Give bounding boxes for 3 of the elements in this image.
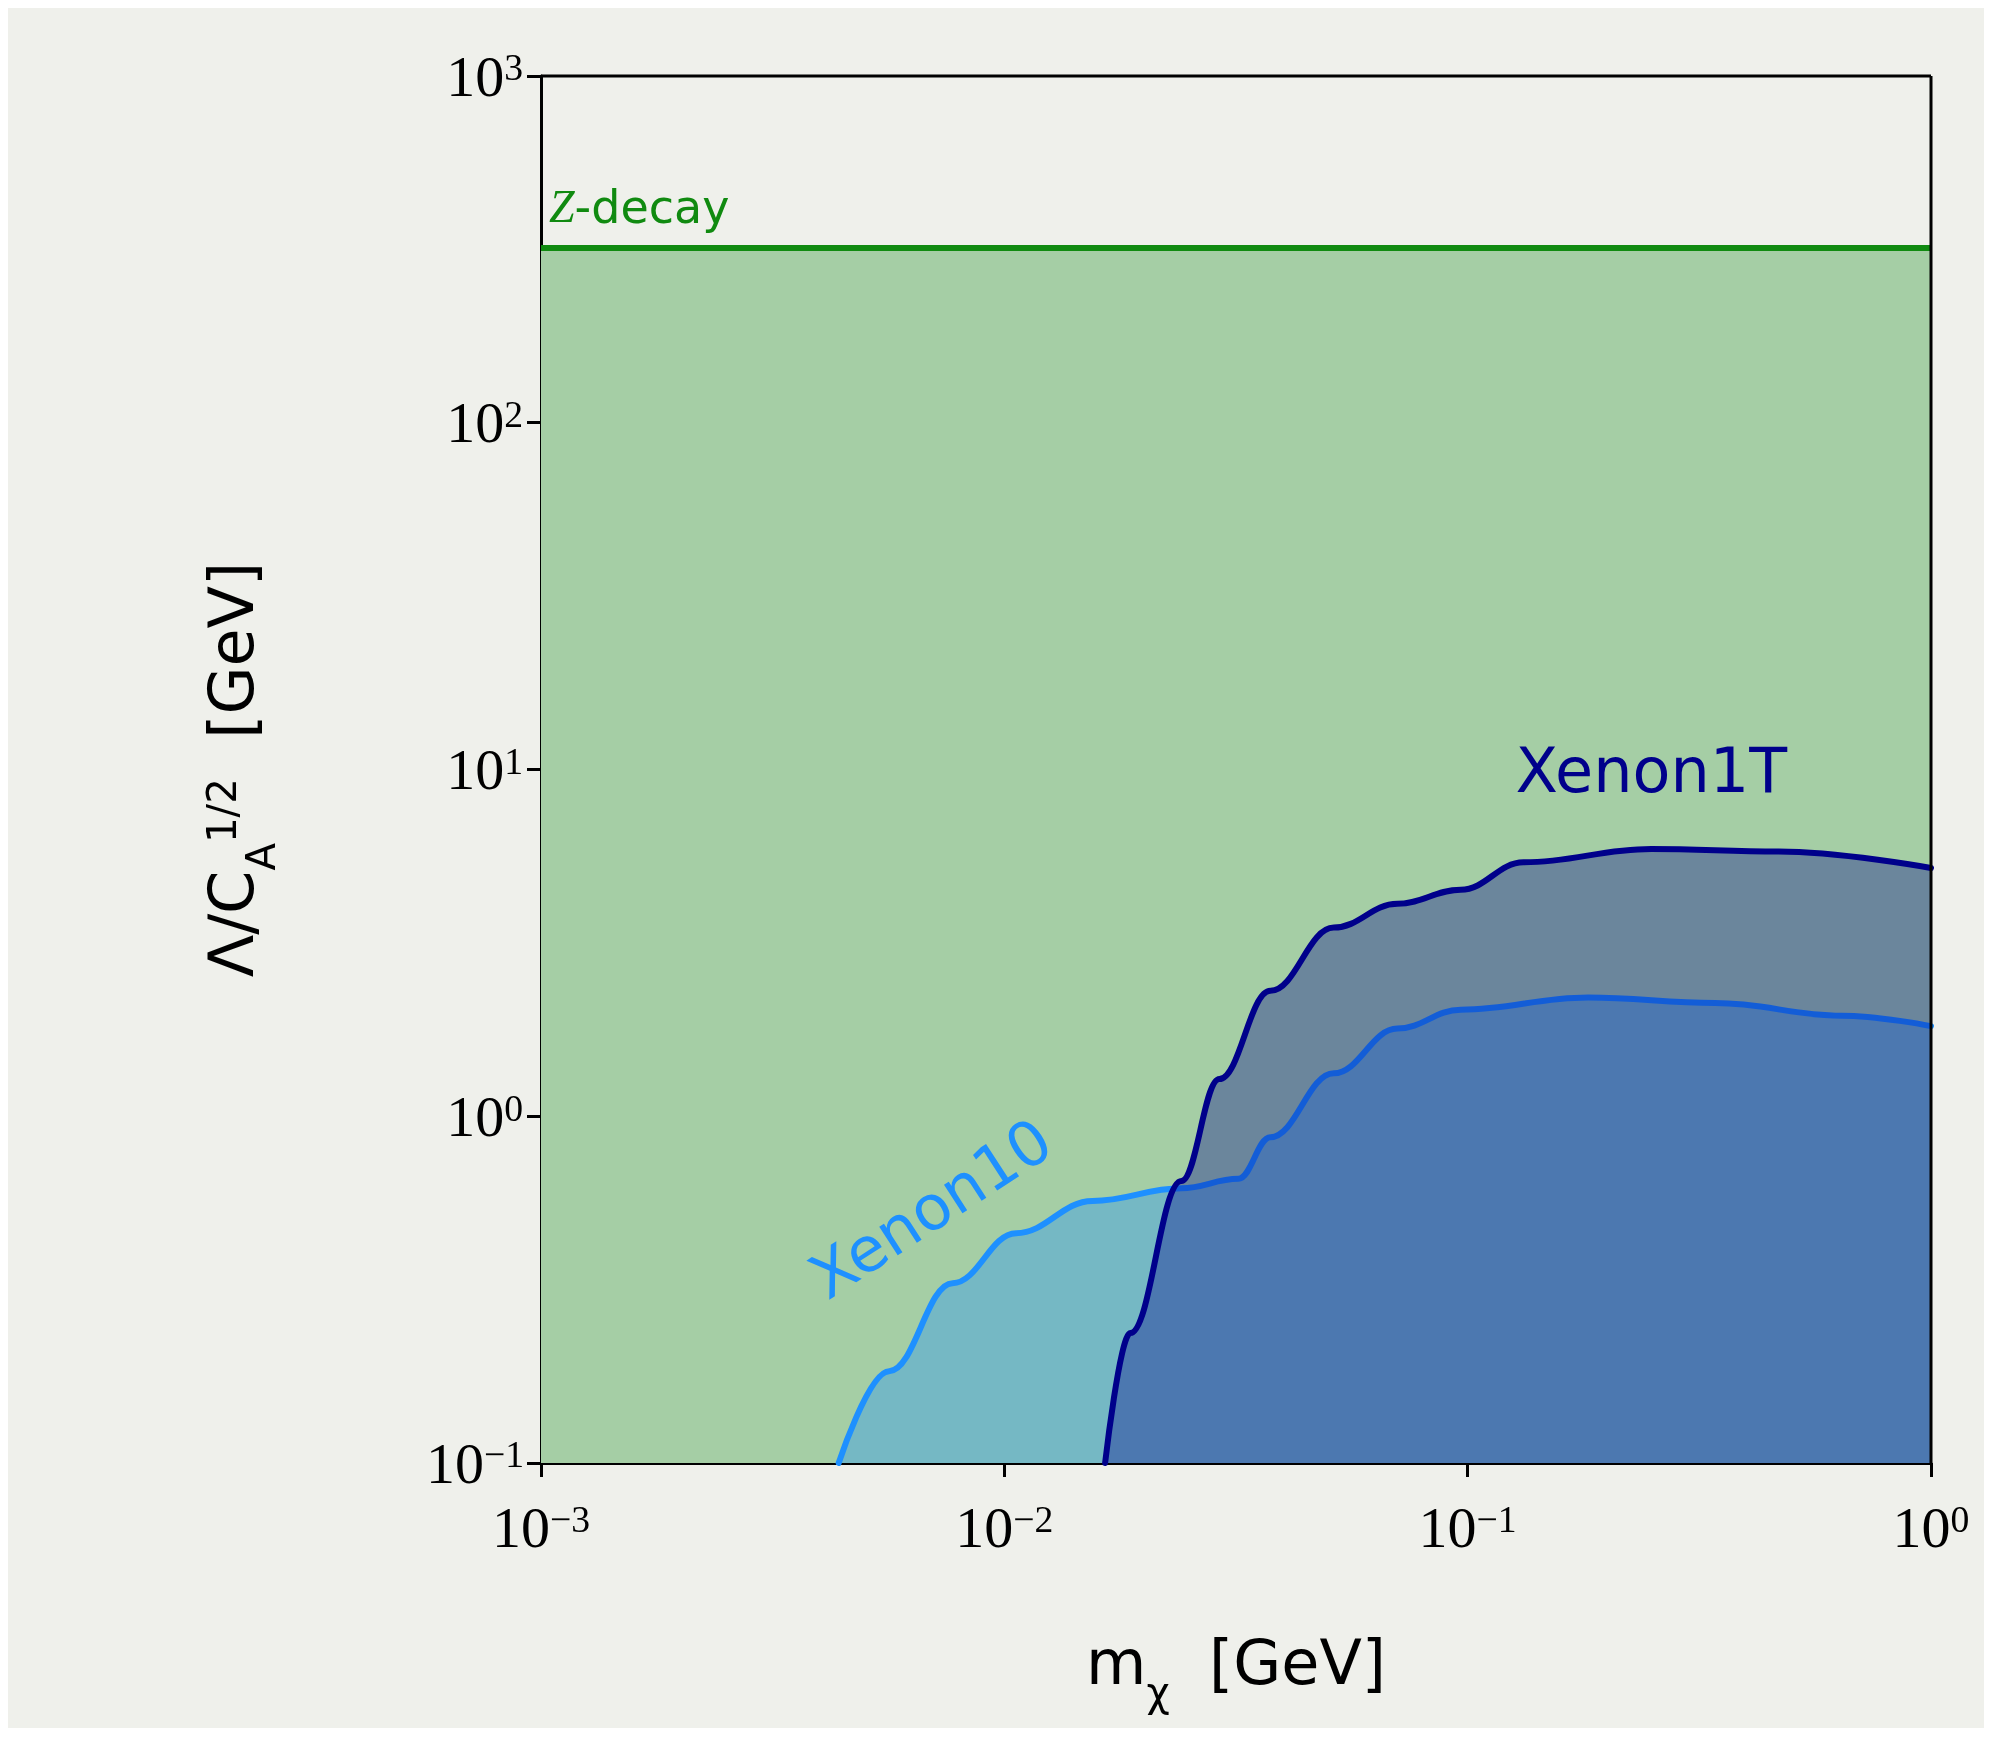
y-axis-title: Λ/CA1/2 [GeV] — [194, 561, 285, 978]
ref-line-label: Z-decay — [549, 179, 730, 234]
series-label: Xenon1T — [1515, 734, 1789, 808]
